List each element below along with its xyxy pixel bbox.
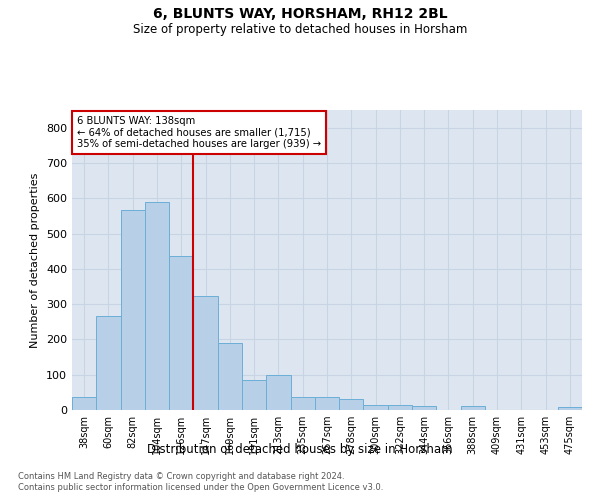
Bar (315, 397, 339, 410)
Text: 6 BLUNTS WAY: 138sqm
← 64% of detached houses are smaller (1,715)
35% of semi-de: 6 BLUNTS WAY: 138sqm ← 64% of detached h… (77, 116, 321, 149)
Bar (558, 407, 582, 410)
Y-axis label: Number of detached properties: Number of detached properties (31, 172, 40, 348)
Bar (218, 343, 242, 410)
Bar (169, 256, 193, 410)
Bar (461, 406, 485, 410)
Bar (121, 210, 145, 410)
Text: 6, BLUNTS WAY, HORSHAM, RH12 2BL: 6, BLUNTS WAY, HORSHAM, RH12 2BL (152, 8, 448, 22)
Text: Distribution of detached houses by size in Horsham: Distribution of detached houses by size … (147, 442, 453, 456)
Text: Size of property relative to detached houses in Horsham: Size of property relative to detached ho… (133, 22, 467, 36)
Bar (290, 397, 315, 410)
Bar (96, 316, 121, 410)
Bar (339, 400, 364, 410)
Bar (364, 405, 388, 410)
Text: Contains HM Land Registry data © Crown copyright and database right 2024.: Contains HM Land Registry data © Crown c… (18, 472, 344, 481)
Bar (266, 374, 290, 410)
Bar (412, 406, 436, 410)
Bar (388, 405, 412, 410)
Bar (72, 397, 96, 410)
Bar (242, 380, 266, 410)
Text: Contains public sector information licensed under the Open Government Licence v3: Contains public sector information licen… (18, 484, 383, 492)
Bar (193, 296, 218, 410)
Bar (145, 202, 169, 410)
